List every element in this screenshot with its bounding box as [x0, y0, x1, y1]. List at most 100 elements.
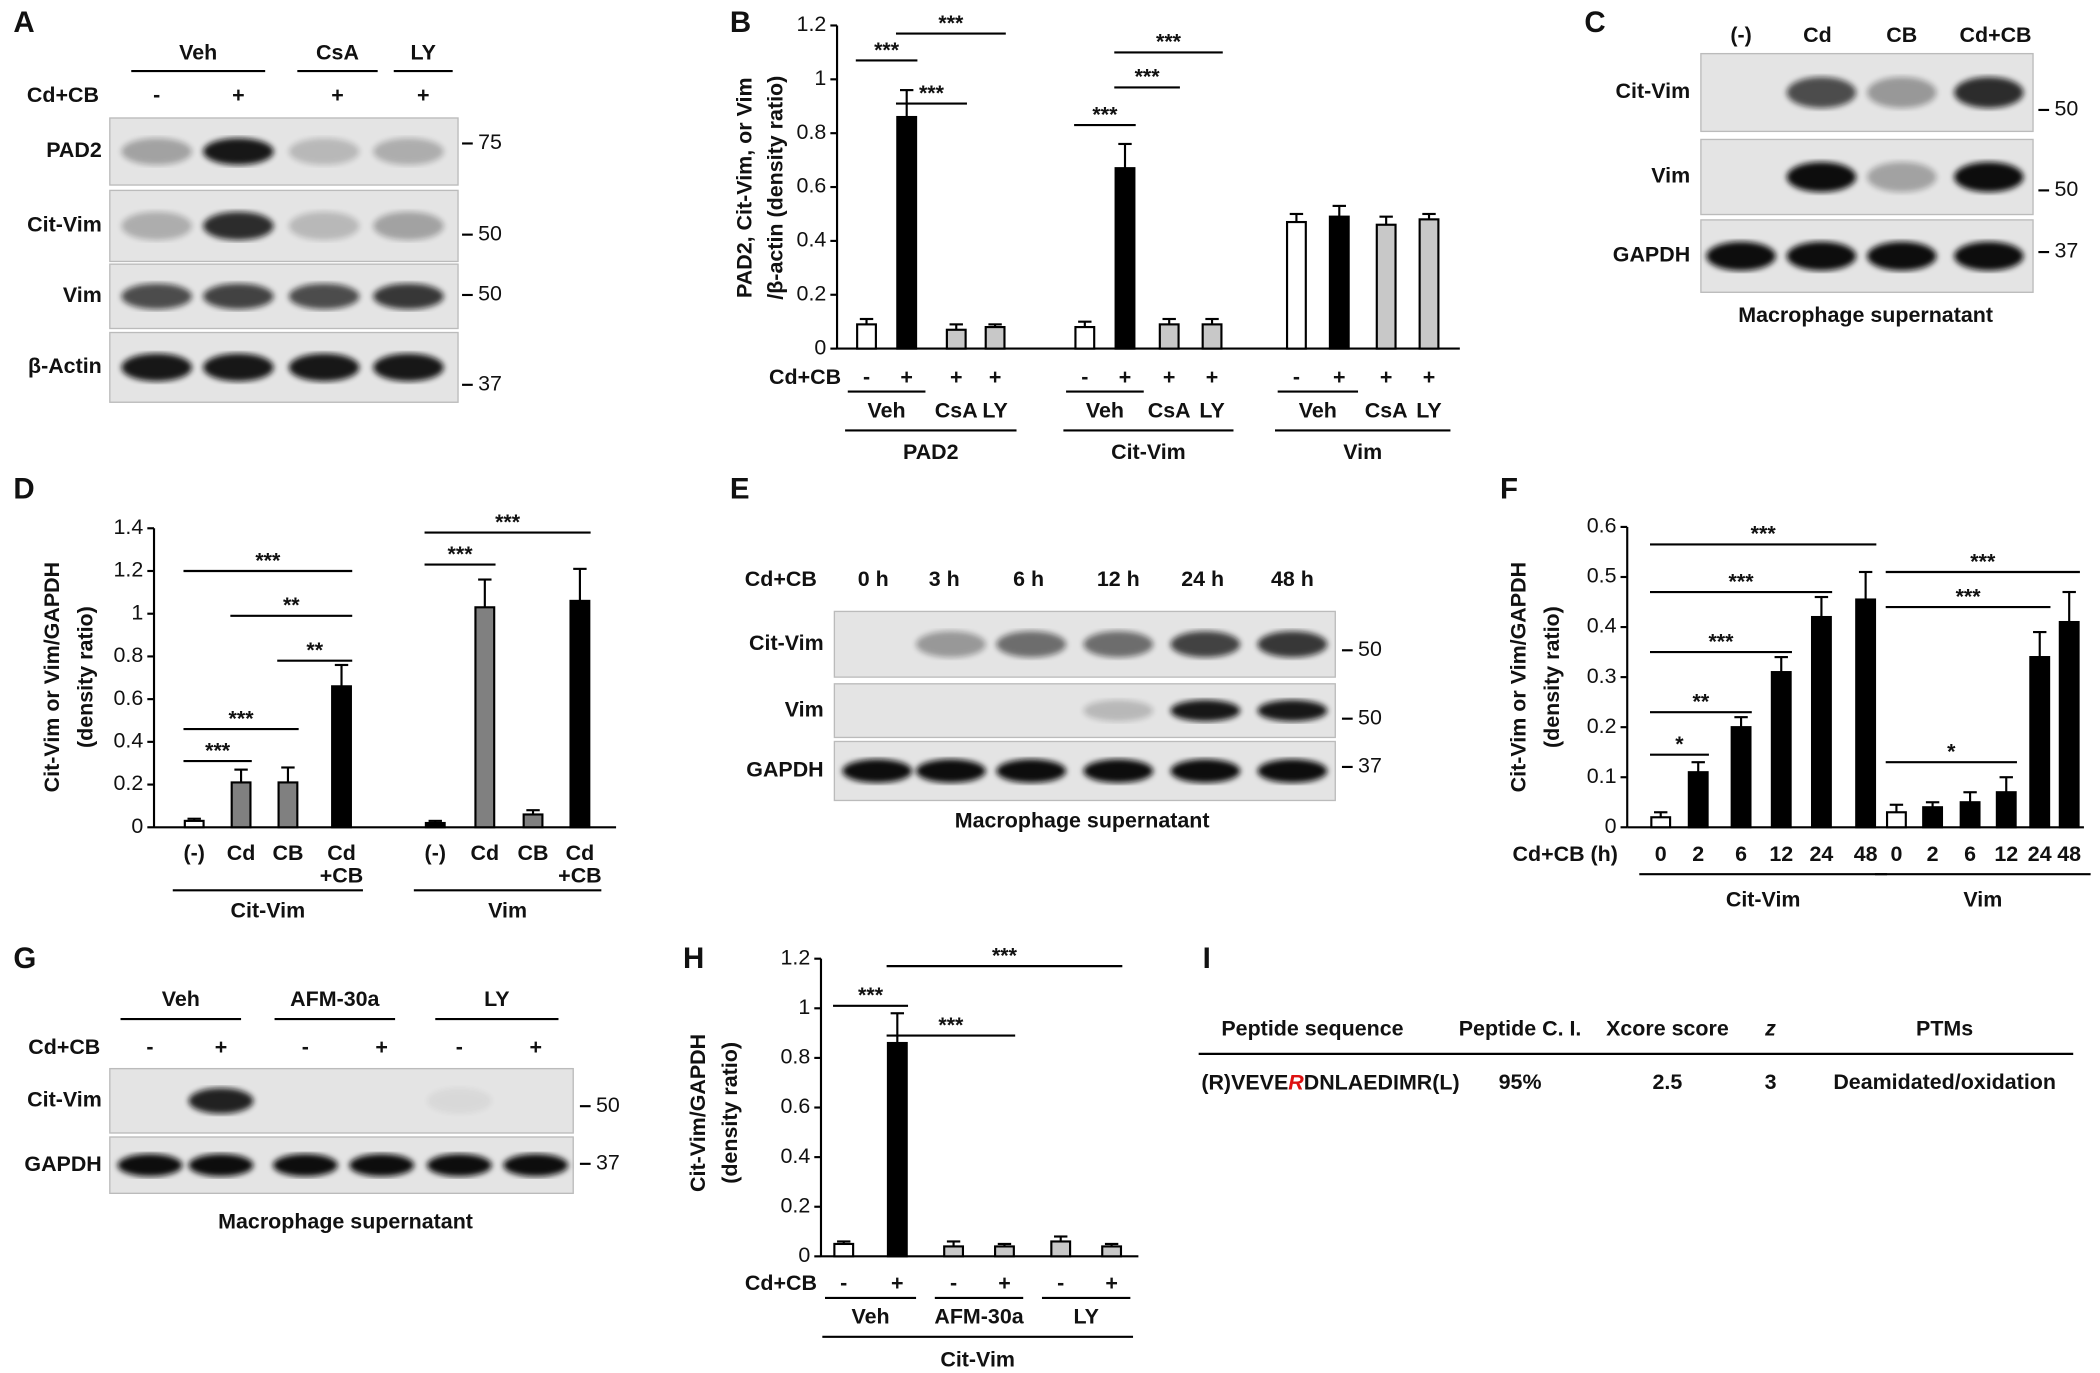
x-tick-label: 24	[2028, 842, 2052, 866]
significance-label: **	[1693, 689, 1710, 713]
x-axis-label: Cd+CB	[769, 365, 841, 389]
table-header: PTMs	[1916, 1016, 1973, 1040]
band	[503, 1153, 569, 1177]
significance-label: ***	[448, 542, 474, 566]
band	[288, 211, 360, 241]
bar	[1730, 726, 1752, 829]
bar	[1885, 811, 1907, 829]
bar	[943, 1245, 965, 1258]
treatment-label: Veh	[868, 398, 906, 422]
band	[373, 283, 444, 310]
y-axis-label: (density ratio)	[1540, 606, 1564, 748]
band	[121, 211, 192, 241]
bar	[1810, 615, 1832, 829]
x-tick-label: 0	[1890, 842, 1902, 866]
x-tick-label: +	[1119, 365, 1132, 389]
row-label: GAPDH	[24, 1152, 101, 1176]
table-cell: 2.5	[1653, 1070, 1683, 1094]
x-axis-label: Cd+CB (h)	[1513, 842, 1618, 866]
group-label: Veh	[179, 40, 217, 64]
bar	[569, 599, 591, 829]
x-tick-label: +	[998, 1271, 1011, 1295]
marker-label: 75	[478, 130, 502, 154]
lane-label: CB	[1886, 23, 1917, 47]
x-tick-label: 12	[1994, 842, 2018, 866]
panel-letter: C	[1584, 6, 1605, 39]
x-axis-label: Cd+CB	[745, 1271, 817, 1295]
group-label: LY	[411, 40, 436, 64]
significance-label: ***	[495, 510, 521, 534]
marker-label: 37	[596, 1150, 620, 1174]
band	[349, 1153, 415, 1177]
lane-label: Cd+CB	[1960, 23, 2032, 47]
treatment-label: Veh	[1086, 398, 1124, 422]
x-tick-label: +	[900, 365, 913, 389]
table-header: Peptide sequence	[1221, 1016, 1403, 1040]
group-label: Veh	[162, 987, 200, 1011]
band	[188, 1087, 254, 1114]
bar	[1770, 671, 1792, 829]
y-tick-label: 0.2	[114, 771, 144, 795]
significance-label: *	[1675, 732, 1684, 756]
y-axis-label: /β-actin (density ratio)	[763, 76, 787, 300]
x-tick-label: +	[891, 1271, 904, 1295]
marker-label: 37	[478, 371, 502, 395]
band	[117, 1153, 183, 1177]
y-tick-label: 0.2	[1587, 714, 1617, 738]
band	[1083, 759, 1154, 783]
x-tick-label: 2	[1692, 842, 1704, 866]
band	[373, 138, 444, 165]
y-tick-label: 0.5	[1587, 564, 1617, 588]
row-label: Cit-Vim	[27, 213, 102, 237]
bar	[1375, 223, 1397, 350]
significance-label: ***	[205, 738, 231, 762]
panel-letter: A	[13, 6, 34, 39]
y-tick-label: 0.4	[1587, 614, 1617, 638]
table-cell: 95%	[1499, 1070, 1542, 1094]
significance-label: *	[1947, 739, 1956, 763]
marker-label: 50	[1358, 705, 1382, 729]
blot-strip	[109, 1136, 574, 1195]
x-tick-label: +	[1105, 1271, 1118, 1295]
band	[1706, 241, 1776, 271]
group-label: Vim	[1963, 888, 2002, 912]
marker-label: 50	[2054, 177, 2078, 201]
row-label: Cit-Vim	[749, 631, 824, 655]
y-tick-label: 0.4	[797, 228, 827, 252]
band	[288, 138, 360, 165]
group-label: Cit-Vim	[231, 898, 306, 922]
significance-label: ***	[1751, 522, 1777, 546]
y-axis-label: PAD2, Cit-Vim, or Vim	[733, 77, 757, 298]
lane-label: 12 h	[1097, 567, 1140, 591]
y-axis-label: (density ratio)	[718, 1042, 742, 1184]
x-tick-label: 48	[1854, 842, 1878, 866]
significance-label: ***	[874, 38, 900, 62]
x-tick-label: 24	[1810, 842, 1834, 866]
row-label: β-Actin	[28, 354, 102, 378]
y-tick-label: 0.8	[797, 120, 827, 144]
y-axis-label: (density ratio)	[74, 606, 98, 748]
caption: Macrophage supernatant	[955, 809, 1210, 833]
band	[373, 353, 444, 382]
x-tick-label: -	[950, 1271, 957, 1295]
y-tick-label: 0.6	[1587, 514, 1617, 538]
significance-label: ***	[1156, 30, 1182, 54]
y-tick-label: 0.2	[797, 281, 827, 305]
treatment-label: CsA	[1148, 398, 1191, 422]
bar	[1959, 801, 1981, 829]
y-tick-label: 0.4	[780, 1144, 810, 1168]
x-tick-label: +	[1163, 365, 1176, 389]
band	[203, 283, 274, 310]
row-label: Cit-Vim	[1616, 79, 1691, 103]
bar	[522, 813, 544, 829]
significance-label: **	[283, 593, 300, 617]
y-axis-label: Cit-Vim or Vim/GAPDH	[40, 562, 64, 792]
significance-label: ***	[858, 983, 884, 1007]
band	[203, 138, 274, 165]
band	[916, 759, 986, 783]
significance-label: ***	[1970, 549, 1996, 573]
treatment-label: Veh	[851, 1305, 889, 1329]
y-tick-label: 0	[131, 814, 143, 838]
x-tick-label: 2	[1927, 842, 1939, 866]
row-label: GAPDH	[746, 758, 823, 782]
